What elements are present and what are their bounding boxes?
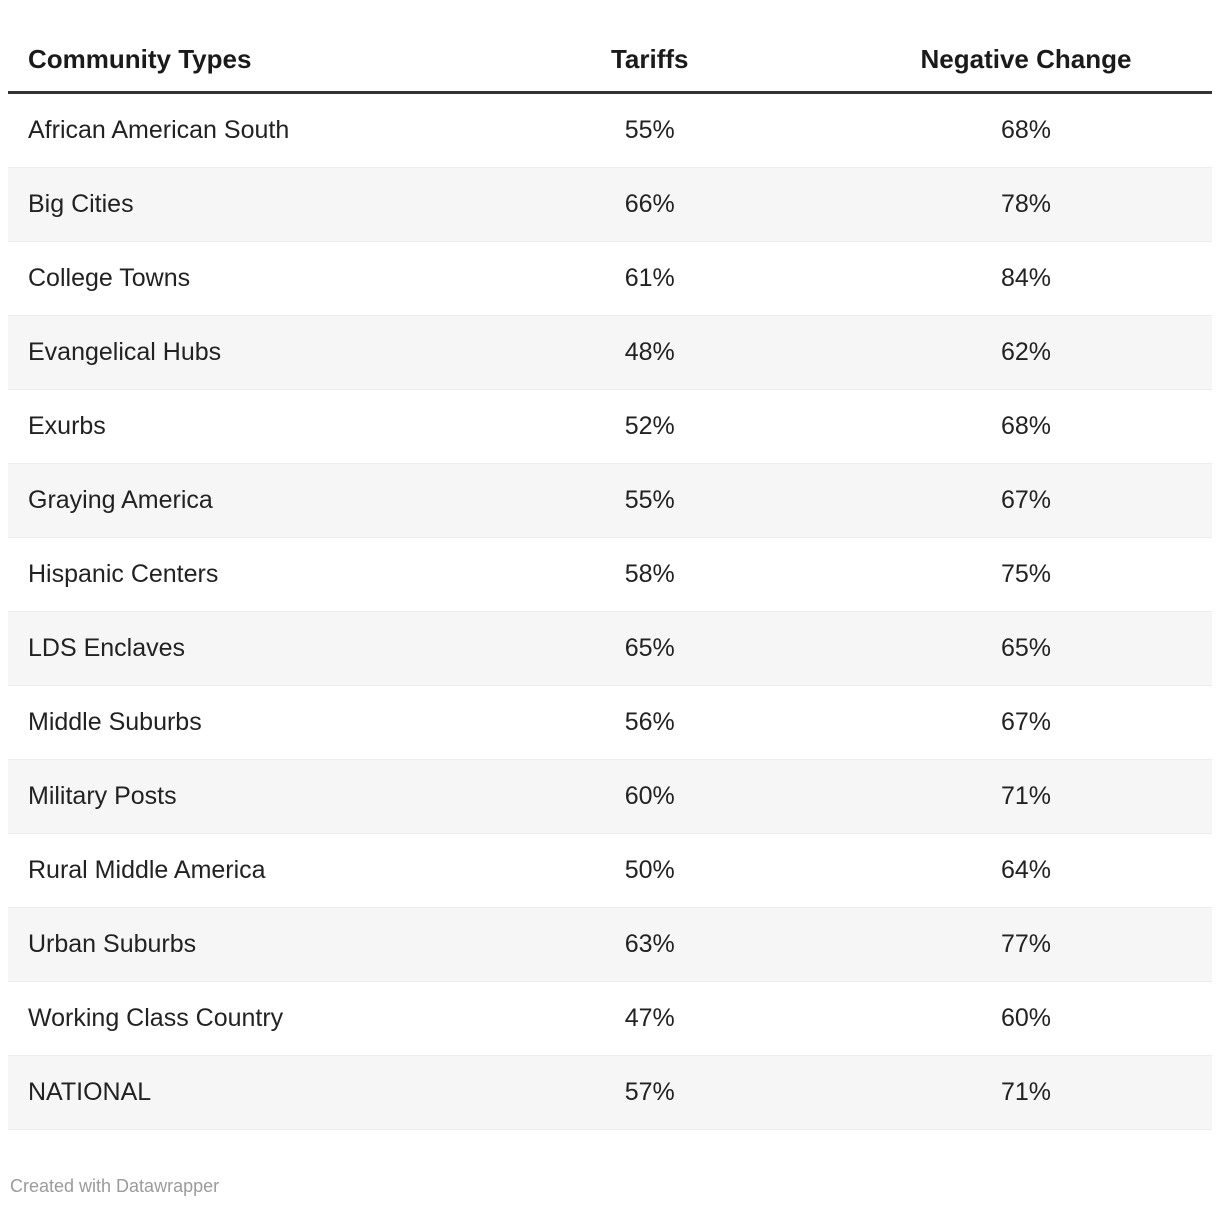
cell-community: African American South [8,92,460,168]
header-row: Community Types Tariffs Negative Change [8,0,1212,94]
table-row: Graying America 55% 67% [8,463,1212,538]
cell-community: Exurbs [8,389,460,464]
table-row: Exurbs 52% 68% [8,389,1212,464]
cell-negative-change: 71% [839,1055,1212,1130]
table-row: Evangelical Hubs 48% 62% [8,315,1212,390]
cell-tariffs: 56% [459,685,840,760]
datawrapper-credit-link[interactable]: Created with Datawrapper [10,1176,220,1196]
footer: Created with Datawrapper [8,1176,1212,1197]
cell-negative-change: 68% [839,389,1212,464]
cell-negative-change: 67% [839,685,1212,760]
cell-community: Urban Suburbs [8,907,460,982]
cell-tariffs: 52% [459,389,840,464]
column-header-tariffs: Tariffs [459,0,840,94]
cell-negative-change: 77% [839,907,1212,982]
cell-community: Evangelical Hubs [8,315,460,390]
table-row: Military Posts 60% 71% [8,759,1212,834]
cell-tariffs: 47% [459,981,840,1056]
table-row: Working Class Country 47% 60% [8,981,1212,1056]
cell-community: NATIONAL [8,1055,460,1130]
cell-negative-change: 64% [839,833,1212,908]
cell-negative-change: 60% [839,981,1212,1056]
table-row: College Towns 61% 84% [8,241,1212,316]
cell-community: LDS Enclaves [8,611,460,686]
table-row: Hispanic Centers 58% 75% [8,537,1212,612]
cell-community: Graying America [8,463,460,538]
table-row: Middle Suburbs 56% 67% [8,685,1212,760]
cell-negative-change: 62% [839,315,1212,390]
table-row: African American South 55% 68% [8,92,1212,168]
cell-tariffs: 48% [459,315,840,390]
cell-negative-change: 78% [839,167,1212,242]
cell-tariffs: 61% [459,241,840,316]
cell-community: Hispanic Centers [8,537,460,612]
cell-negative-change: 65% [839,611,1212,686]
cell-tariffs: 63% [459,907,840,982]
cell-community: College Towns [8,241,460,316]
table-row: Big Cities 66% 78% [8,167,1212,242]
table-header: Community Types Tariffs Negative Change [8,0,1212,94]
cell-community: Middle Suburbs [8,685,460,760]
cell-negative-change: 71% [839,759,1212,834]
cell-tariffs: 50% [459,833,840,908]
cell-tariffs: 55% [459,463,840,538]
cell-negative-change: 68% [839,92,1212,168]
cell-negative-change: 84% [839,241,1212,316]
cell-community: Military Posts [8,759,460,834]
table-row: Urban Suburbs 63% 77% [8,907,1212,982]
cell-tariffs: 55% [459,92,840,168]
table-row: NATIONAL 57% 71% [8,1055,1212,1130]
cell-tariffs: 57% [459,1055,840,1130]
cell-negative-change: 67% [839,463,1212,538]
column-header-community-types: Community Types [8,0,460,94]
column-header-negative-change: Negative Change [839,0,1212,94]
cell-community: Working Class Country [8,981,460,1056]
table-row: LDS Enclaves 65% 65% [8,611,1212,686]
cell-negative-change: 75% [839,537,1212,612]
community-tariffs-table: Community Types Tariffs Negative Change … [8,0,1212,1130]
cell-tariffs: 60% [459,759,840,834]
cell-tariffs: 58% [459,537,840,612]
table-row: Rural Middle America 50% 64% [8,833,1212,908]
table-body: African American South 55% 68% Big Citie… [8,92,1212,1130]
cell-community: Big Cities [8,167,460,242]
cell-tariffs: 66% [459,167,840,242]
cell-tariffs: 65% [459,611,840,686]
cell-community: Rural Middle America [8,833,460,908]
